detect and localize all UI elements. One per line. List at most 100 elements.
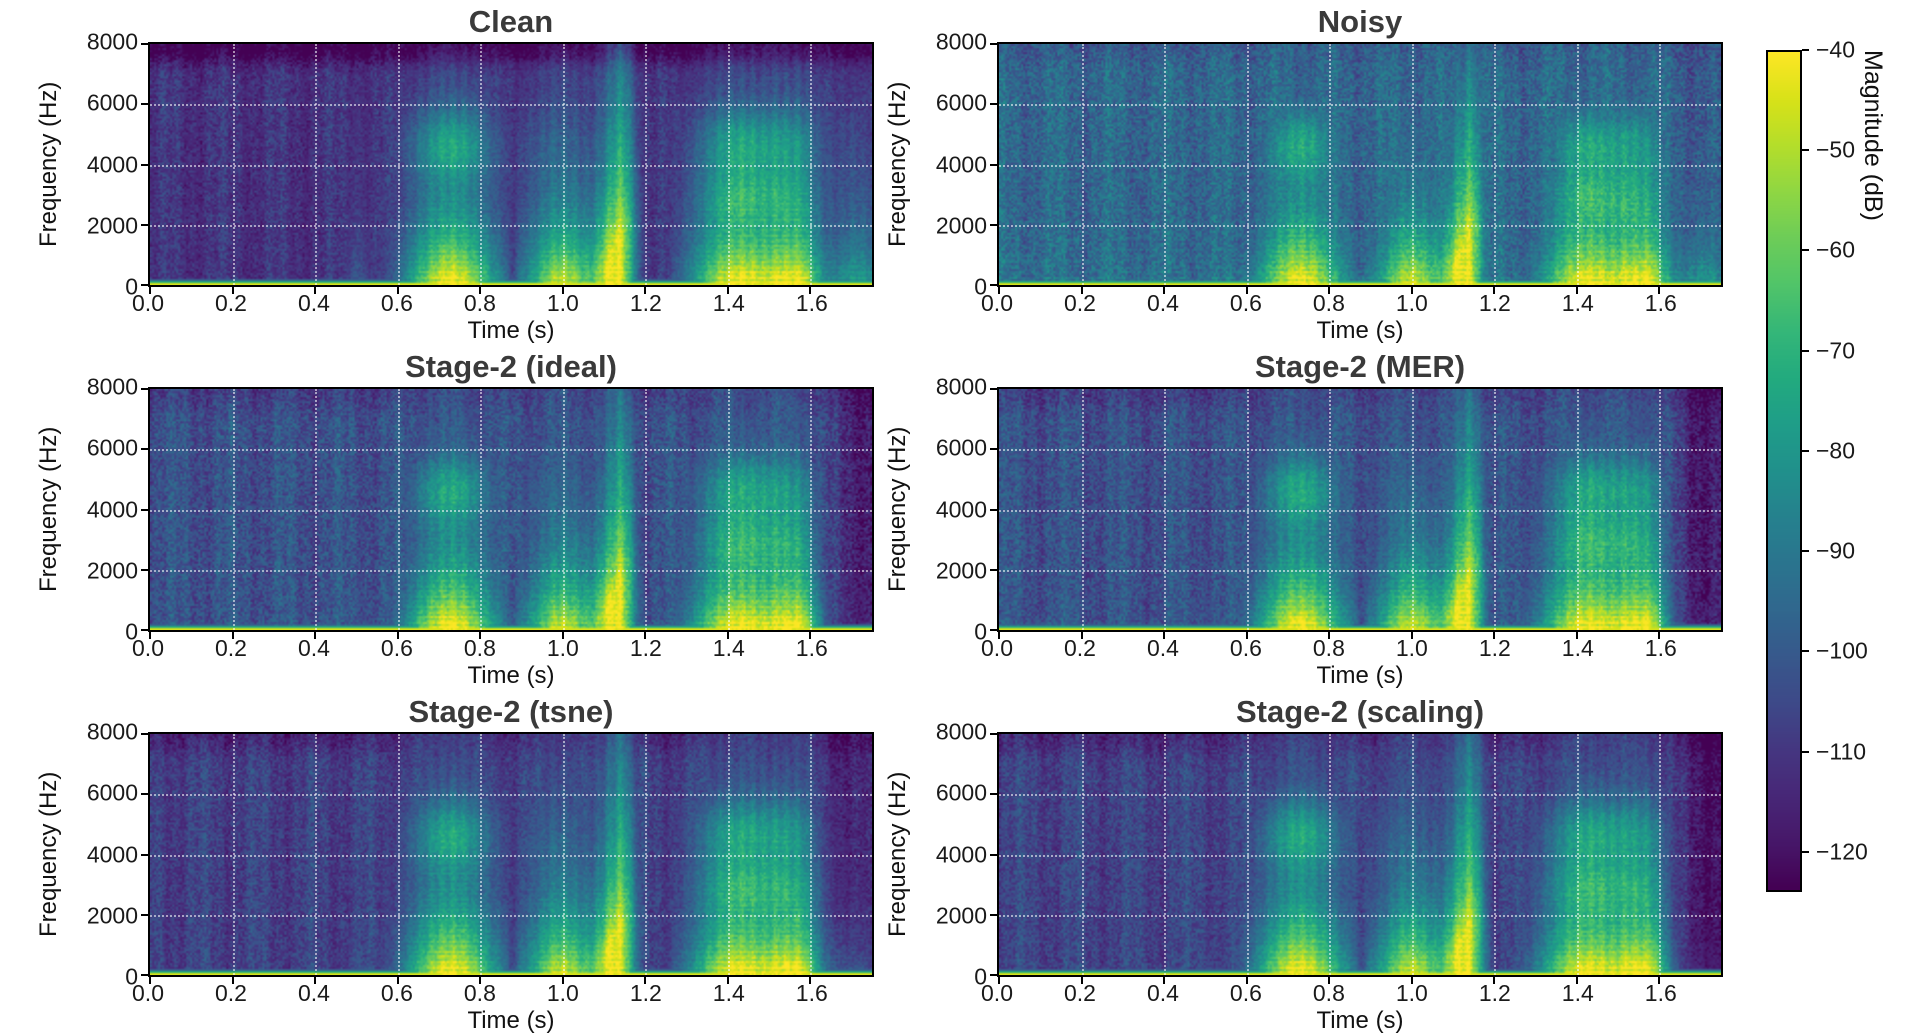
y-tick-label: 2000: [935, 902, 987, 929]
x-tick-mark: [1410, 287, 1413, 294]
y-tick-mark: [990, 163, 997, 166]
x-tick-label: 1.0: [1395, 635, 1428, 661]
panel-grid: Clean Frequency (Hz) 0 2000 4000 6000 8000 0…: [30, 2, 1723, 1036]
x-tick-mark: [1575, 632, 1578, 639]
y-tick-label: 2000: [935, 212, 987, 239]
y-axis-label: Frequency (Hz): [884, 81, 911, 248]
gridline-horizontal: [999, 914, 1721, 917]
x-tick-label: 0.8: [463, 635, 496, 661]
x-tick-label: 0.6: [1229, 290, 1262, 316]
x-tick-label: 0.6: [380, 980, 413, 1006]
gridline-horizontal: [999, 449, 1721, 452]
x-tick-mark: [479, 287, 482, 294]
x-tick-mark: [561, 632, 564, 639]
x-tick-mark: [644, 977, 647, 984]
colorbar-tick-mark: [1802, 49, 1809, 51]
colorbar-tick-label: −90: [1816, 537, 1856, 564]
x-tick-label: 1.4: [1561, 980, 1594, 1006]
x-tick-mark: [1328, 632, 1331, 639]
gridline-horizontal: [999, 794, 1721, 797]
x-tick-mark: [1575, 977, 1578, 984]
x-tick-label: 0.0: [981, 635, 1013, 661]
x-tick-label: 1.0: [1395, 290, 1428, 316]
colorbar-tick-label: −120: [1816, 838, 1868, 865]
y-tick-label: 4000: [935, 151, 987, 177]
x-tick-mark: [1658, 977, 1661, 984]
y-tick-mark: [141, 913, 148, 916]
x-tick-label: 1.2: [1478, 635, 1511, 661]
x-tick-mark: [561, 287, 564, 294]
gridline-horizontal: [999, 224, 1721, 227]
colorbar-tick-mark: [1802, 149, 1809, 152]
y-tick-mark: [990, 853, 997, 856]
y-tick-mark: [141, 853, 148, 856]
x-tick-label: 1.4: [712, 980, 745, 1006]
x-tick-label: 1.0: [546, 290, 579, 316]
y-tick-label: 0: [125, 618, 138, 645]
x-tick-mark: [149, 632, 151, 639]
y-tick-mark: [141, 508, 148, 511]
spectrogram-panel-stage2-mer: Stage-2 (MER) Frequency (Hz) 0 2000 4000 60…: [879, 347, 1723, 692]
x-tick-mark: [1245, 287, 1248, 294]
y-tick-label: 4000: [86, 496, 138, 522]
y-tick-labels: 0 2000 4000 6000 8000: [68, 29, 148, 300]
x-tick-mark: [314, 287, 317, 294]
y-tick-label: 8000: [935, 373, 987, 400]
x-tick-label: 1.2: [629, 290, 662, 316]
x-tick-mark: [726, 287, 729, 294]
y-tick-mark: [990, 793, 997, 796]
x-tick-label: 0.2: [1063, 980, 1096, 1006]
x-tick-mark: [998, 632, 1000, 639]
x-axis-label: Time (s): [1316, 662, 1404, 689]
x-tick-mark: [314, 632, 317, 639]
spectrogram-panel-clean: Clean Frequency (Hz) 0 2000 4000 6000 8000 0…: [30, 2, 874, 347]
y-tick-label: 0: [974, 963, 987, 990]
x-tick-mark: [149, 977, 151, 984]
y-tick-label: 4000: [86, 841, 138, 867]
y-tick-mark: [141, 974, 148, 976]
x-tick-mark: [479, 977, 482, 984]
y-tick-label: 8000: [86, 373, 138, 400]
y-tick-mark: [990, 43, 997, 45]
y-tick-label: 6000: [935, 434, 987, 461]
x-tick-label: 0.4: [297, 635, 330, 661]
y-tick-mark: [141, 629, 148, 631]
x-tick-mark: [1080, 287, 1083, 294]
y-tick-label: 0: [125, 963, 138, 990]
y-tick-label: 8000: [935, 28, 987, 55]
x-tick-mark: [1080, 632, 1083, 639]
x-tick-label: 1.4: [1561, 290, 1594, 316]
x-tick-mark: [1163, 287, 1166, 294]
colorbar-tick-label: −70: [1816, 337, 1856, 364]
y-axis-label: Frequency (Hz): [35, 426, 62, 593]
x-tick-mark: [1658, 632, 1661, 639]
x-tick-label: 0.4: [297, 980, 330, 1006]
x-tick-mark: [231, 977, 234, 984]
x-tick-mark: [1493, 287, 1496, 294]
x-tick-label: 0.2: [214, 290, 247, 316]
y-axis-label: Frequency (Hz): [884, 771, 911, 938]
x-tick-mark: [396, 977, 399, 984]
x-tick-mark: [149, 287, 151, 294]
colorbar-tick-mark: [1802, 249, 1809, 252]
x-tick-label: 0.2: [214, 980, 247, 1006]
x-tick-mark: [396, 632, 399, 639]
y-tick-mark: [141, 103, 148, 106]
spectrogram-plot: [990, 42, 1723, 294]
x-tick-mark: [396, 287, 399, 294]
x-tick-label: 0.0: [981, 290, 1013, 316]
colorbar-tick-mark: [1802, 750, 1809, 753]
x-axis-label: Time (s): [467, 662, 555, 689]
colorbar-tick-label: −100: [1816, 637, 1868, 664]
colorbar-label: Magnitude (dB): [1859, 50, 1887, 221]
panel-title: Stage-2 (tsne): [408, 694, 614, 729]
spectrogram-plot: [141, 387, 874, 639]
colorbar-tick-mark: [1802, 650, 1809, 653]
y-tick-mark: [990, 733, 997, 735]
gridline-horizontal: [150, 164, 872, 167]
y-tick-label: 4000: [935, 496, 987, 522]
y-tick-label: 2000: [935, 557, 987, 584]
y-tick-mark: [141, 284, 148, 286]
x-tick-label: 0.0: [132, 290, 164, 316]
x-tick-label: 0.0: [132, 980, 164, 1006]
